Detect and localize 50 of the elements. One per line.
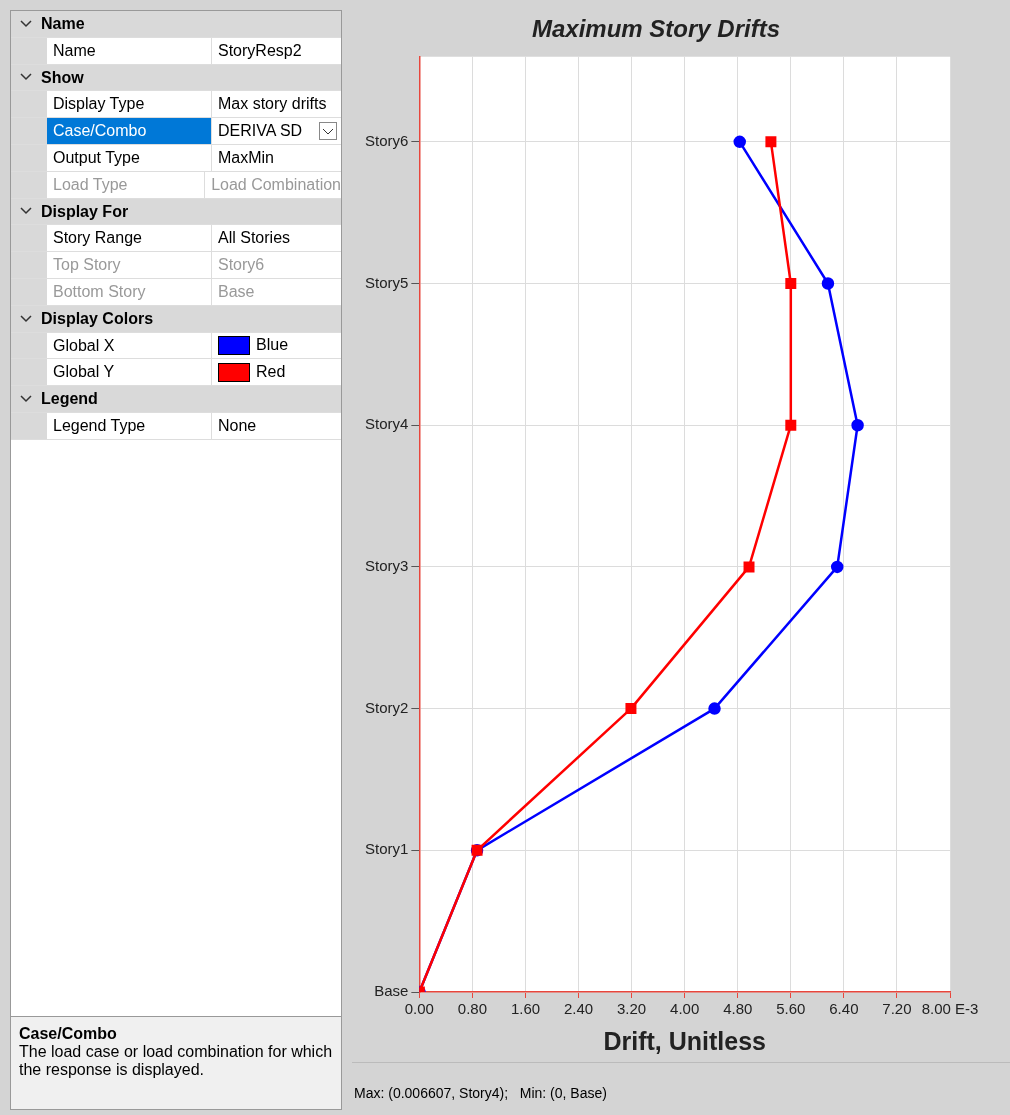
text: Load Combination [211, 174, 341, 195]
text: Load Type [47, 171, 206, 198]
text: Max: (0.006607, Story4); Min: (0, Base) [354, 1085, 607, 1101]
text: Red [256, 362, 286, 383]
text: Output Type [47, 144, 212, 171]
text: Display Colors [41, 308, 154, 329]
y-tick-label: Base [374, 982, 409, 1000]
text: Legend [41, 389, 98, 410]
x-tick-label: 6.40 [829, 1000, 859, 1018]
y-tick-label: Story2 [364, 698, 409, 716]
x-tick-label: 3.20 [617, 1000, 647, 1018]
text: Story6 [218, 255, 265, 276]
y-tick-label: Story5 [364, 273, 409, 291]
x-tick-label: 8.00 E-3 [921, 1000, 979, 1018]
y-tick-label: Story1 [364, 840, 409, 858]
text: Blue [256, 335, 289, 356]
text: Bottom Story [47, 278, 212, 305]
text: StoryResp2 [218, 40, 302, 61]
text: MaxMin [218, 147, 275, 168]
x-axis-title: Drift, Unitless [603, 1026, 766, 1055]
chart-title: Maximum Story Drifts [531, 15, 781, 43]
text: Legend Type [47, 412, 212, 439]
x-tick-label: 1.60 [510, 1000, 541, 1018]
text: Base [218, 281, 255, 302]
text: Case/Combo [19, 1025, 118, 1043]
text: The load case or load combination for which the response is displayed. [19, 1043, 333, 1079]
y-tick-label: Story6 [364, 131, 409, 149]
x-tick-label: 4.80 [723, 1000, 753, 1018]
text: DERIVA SD [218, 121, 303, 142]
text: Display Type [47, 91, 212, 118]
x-tick-label: 7.20 [882, 1000, 912, 1018]
x-tick-label: 5.60 [776, 1000, 806, 1018]
text: Name [47, 37, 212, 64]
text: Story Range [47, 225, 212, 252]
x-tick-label: 2.40 [563, 1000, 594, 1018]
text: None [218, 415, 257, 436]
text: Case/Combo [47, 118, 212, 144]
x-tick-label: 0.00 [404, 1000, 434, 1018]
text: Global Y [47, 359, 212, 386]
text: Max story drifts [218, 94, 327, 115]
text: Display For [41, 201, 129, 222]
text: All Stories [218, 228, 291, 249]
text: Name [41, 14, 85, 34]
text: Show [41, 67, 84, 88]
text: Top Story [47, 252, 212, 278]
y-tick-label: Story3 [364, 557, 409, 575]
x-tick-label: 0.80 [457, 1000, 488, 1018]
x-tick-label: 4.00 [670, 1000, 700, 1018]
text: Global X [47, 332, 212, 359]
y-tick-label: Story4 [364, 415, 409, 433]
